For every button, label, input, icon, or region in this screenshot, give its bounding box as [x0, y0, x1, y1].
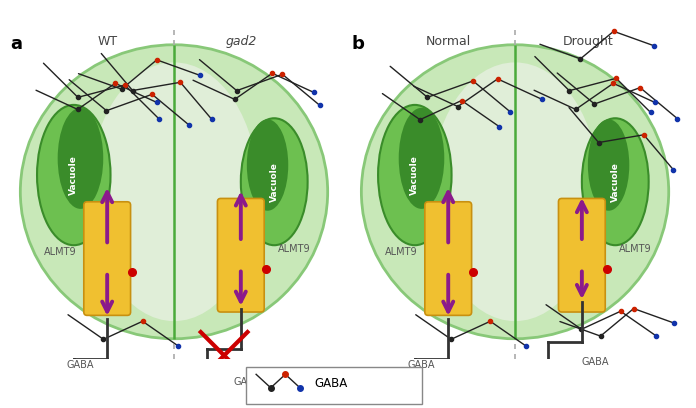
Ellipse shape: [582, 118, 649, 245]
Text: ALMT9: ALMT9: [278, 244, 310, 253]
Ellipse shape: [588, 119, 629, 211]
Text: GABA: GABA: [315, 377, 348, 390]
Ellipse shape: [37, 105, 111, 245]
Text: GABA: GABA: [234, 377, 261, 387]
Text: GABA: GABA: [67, 361, 94, 370]
Text: ALMT9: ALMT9: [44, 247, 77, 257]
Ellipse shape: [399, 108, 444, 209]
FancyBboxPatch shape: [246, 367, 422, 404]
Ellipse shape: [20, 45, 328, 339]
Text: GABA: GABA: [581, 357, 609, 367]
Text: ALMT9: ALMT9: [619, 244, 651, 253]
Text: a: a: [10, 35, 22, 53]
Text: Normal: Normal: [425, 35, 471, 48]
Text: WT: WT: [97, 35, 117, 48]
FancyBboxPatch shape: [425, 202, 472, 315]
Ellipse shape: [58, 108, 103, 209]
Text: GABA: GABA: [408, 361, 435, 370]
Text: Vacuole: Vacuole: [70, 155, 78, 195]
Text: Vacuole: Vacuole: [411, 155, 419, 195]
Text: Vacuole: Vacuole: [611, 162, 619, 202]
Text: Drought: Drought: [563, 35, 614, 48]
Ellipse shape: [361, 45, 669, 339]
Text: gad2: gad2: [225, 35, 257, 48]
Ellipse shape: [90, 62, 258, 321]
Text: ALMT9: ALMT9: [385, 247, 418, 257]
FancyBboxPatch shape: [84, 202, 131, 315]
FancyBboxPatch shape: [558, 198, 606, 312]
FancyBboxPatch shape: [217, 198, 264, 312]
Ellipse shape: [378, 105, 452, 245]
Ellipse shape: [431, 62, 599, 321]
Ellipse shape: [247, 119, 288, 211]
Text: b: b: [351, 35, 364, 53]
Ellipse shape: [241, 118, 308, 245]
Text: Vacuole: Vacuole: [270, 162, 278, 202]
